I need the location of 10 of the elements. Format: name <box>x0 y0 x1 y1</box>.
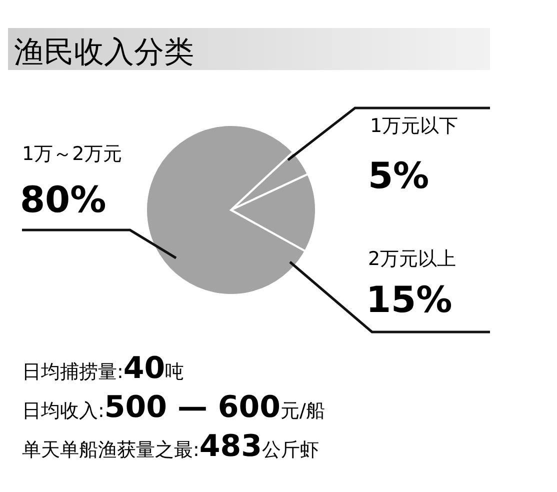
text: 日均捕捞量:40吨 <box>22 351 184 386</box>
text: 单天单船渔获量之最:483公斤虾 <box>22 429 320 464</box>
data-label: 80% <box>20 180 106 221</box>
slice-label: 2万元以上 <box>368 248 456 270</box>
data-label: 5% <box>368 156 430 197</box>
slice-label: 1万～2万元 <box>22 143 122 165</box>
data-label: 15% <box>366 280 452 321</box>
slice-label: 1万元以下 <box>370 115 458 137</box>
text: 日均收入:500 — 600元/船 <box>22 390 325 425</box>
chart-title: 渔民收入分类 <box>14 35 194 70</box>
